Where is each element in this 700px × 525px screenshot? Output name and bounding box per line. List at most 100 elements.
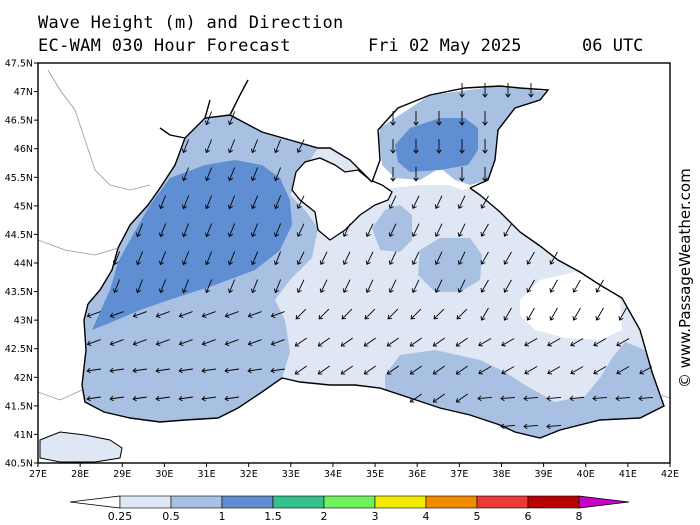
- wave-arrow: [296, 279, 305, 293]
- lat-label: 42.5N: [5, 344, 33, 355]
- wave-arrow: [204, 111, 213, 126]
- wave-arrow: [181, 167, 190, 182]
- wave-arrow: [455, 337, 468, 347]
- wave-arrow: [457, 251, 466, 265]
- wave-arrow: [132, 339, 147, 347]
- wave-arrow: [638, 395, 654, 402]
- wave-arrow: [86, 311, 101, 319]
- wave-arrow: [204, 279, 213, 294]
- wave-arrow: [432, 337, 445, 347]
- lon-label: 39E: [535, 469, 553, 480]
- wave-arrow: [135, 279, 144, 294]
- wave-arrow: [480, 195, 489, 209]
- wave-arrow: [524, 338, 538, 347]
- lon-label: 42E: [661, 469, 679, 480]
- forecast-time-label: 06 UTC: [582, 36, 644, 56]
- wave-arrow: [204, 167, 213, 182]
- wave-arrow: [480, 279, 489, 293]
- colorbar-bin: [527, 495, 580, 509]
- wave-arrow: [158, 223, 167, 238]
- wave-arrow: [158, 279, 167, 294]
- colorbar-label: 3: [372, 510, 379, 523]
- wave-arrow: [178, 311, 193, 319]
- lat-label: 42N: [14, 373, 33, 384]
- wave-arrow: [294, 337, 307, 347]
- wave-arrow: [547, 338, 561, 347]
- wave-arrow: [547, 366, 561, 375]
- crimea-south-patch: [372, 205, 412, 252]
- forecast-model-label: EC-WAM 030 Hour Forecast: [38, 36, 291, 56]
- lat-label: 40.5N: [5, 459, 33, 470]
- wave-arrow: [135, 223, 144, 238]
- wave-arrow: [181, 139, 190, 154]
- wave-arrow: [436, 139, 442, 154]
- wave-arrow: [616, 338, 630, 347]
- wave-arrow: [181, 223, 190, 238]
- lon-label: 29E: [113, 469, 131, 480]
- wave-arrow: [413, 167, 419, 182]
- wave-arrow: [456, 308, 468, 320]
- wave-arrow: [503, 251, 512, 265]
- wave-arrow: [227, 223, 236, 238]
- wave-arrow: [572, 307, 581, 321]
- wave-arrow: [365, 223, 374, 237]
- wave-arrow: [501, 366, 515, 375]
- colorbar-label: 1.5: [264, 510, 282, 523]
- wave-arrow: [86, 339, 101, 347]
- wave-arrow: [570, 366, 584, 375]
- lon-label: 41E: [619, 469, 637, 480]
- wave-arrow: [411, 195, 420, 209]
- lon-label: 33E: [282, 469, 300, 480]
- lat-label: 46.5N: [5, 116, 33, 127]
- wave-arrow: [523, 395, 539, 402]
- coastline: [81, 79, 665, 439]
- wave-arrow: [273, 223, 282, 238]
- wave-arrow: [270, 311, 285, 319]
- wave-arrow: [201, 339, 216, 347]
- border-georgia-turkey: [659, 394, 670, 399]
- wave-arrow: [434, 251, 443, 265]
- wave-arrow: [158, 195, 167, 210]
- wave-arrow: [270, 367, 285, 374]
- wave-arrow: [204, 251, 213, 266]
- wave-arrow: [178, 339, 193, 347]
- marmara-sea: [39, 431, 123, 463]
- wave-arrow: [526, 279, 535, 293]
- chart-title: Wave Height (m) and Direction: [38, 13, 344, 33]
- wave-arrow: [409, 393, 422, 403]
- wave-arrow: [365, 279, 374, 293]
- lon-label: 27E: [29, 469, 47, 480]
- lat-label: 41N: [14, 430, 33, 441]
- wave-arrow: [340, 365, 353, 375]
- wave-arrow: [503, 223, 512, 237]
- wave-arrow: [227, 139, 236, 154]
- wave-arrow: [204, 195, 213, 210]
- borders: [38, 69, 670, 401]
- wave-arrow: [413, 139, 419, 154]
- lon-label: 30E: [155, 469, 173, 480]
- wave-arrow: [178, 395, 193, 402]
- caucasus-land: [38, 188, 670, 463]
- colorbar-label: 0.25: [108, 510, 133, 523]
- wave-arrow: [455, 365, 468, 375]
- border-bulgaria-turkey: [38, 389, 83, 401]
- wave-arrow: [295, 308, 307, 320]
- wave-arrow: [317, 337, 330, 347]
- wave-arrow: [296, 139, 305, 153]
- lon-label: 35E: [366, 469, 384, 480]
- wave-arrow: [201, 367, 216, 374]
- wave-arrow: [319, 279, 328, 293]
- colorbar-label: 0.5: [162, 510, 180, 523]
- wave-arrow: [569, 395, 585, 402]
- wave-arrow: [409, 337, 422, 347]
- wave-arrow: [250, 139, 259, 154]
- wave-arrow: [549, 307, 558, 321]
- lat-label: 43.5N: [5, 287, 33, 298]
- colorbar-bin: [170, 495, 223, 509]
- wave-arrow: [227, 251, 236, 266]
- wave-arrow: [457, 279, 466, 293]
- wave-arrow: [482, 83, 488, 98]
- wave-arrow: [388, 279, 397, 293]
- wave-arrow: [250, 279, 259, 294]
- lat-label: 45.5N: [5, 173, 33, 184]
